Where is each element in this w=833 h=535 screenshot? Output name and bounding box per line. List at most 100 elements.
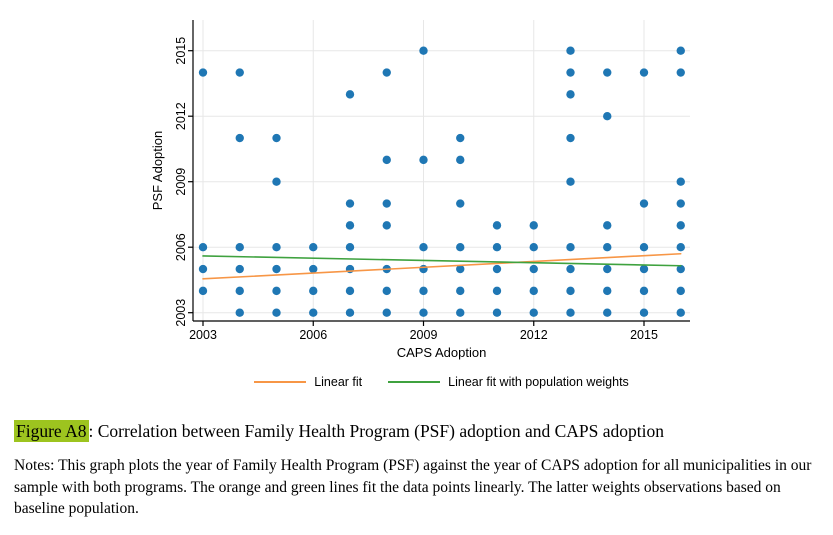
scatter-point [419,155,428,165]
scatter-point [419,243,428,252]
x-tick-label: 2012 [520,328,548,342]
x-tick-label: 2006 [299,328,327,342]
y-axis-label: PSF Adoption [150,131,165,211]
scatter-point [639,199,649,208]
scatter-point [272,243,281,252]
scatter-point [566,264,575,274]
scatter-point [603,221,612,230]
scatter-point [603,308,612,317]
scatter-point [566,286,575,296]
x-axis-label: CAPS Adoption [397,345,487,360]
scatter-point [529,286,538,296]
scatter-point [492,221,502,230]
scatter-point [309,308,318,317]
scatter-point [492,308,502,317]
figure-label-highlight: Figure A8 [14,420,89,442]
scatter-point [603,264,612,274]
scatter-point [456,243,465,252]
linear-fit-line [202,252,682,280]
y-tick-label: 2012 [174,102,188,130]
scatter-point [603,243,612,252]
scatter-point [529,264,538,274]
scatter-point [639,286,649,296]
x-tick-label: 2009 [410,328,438,342]
scatter-point [456,264,465,274]
scatter-point [566,177,575,186]
scatter-point [235,264,244,274]
scatter-point [419,46,428,55]
scatter-chart-canvas: 2003 2006 2009 2012 2015 2003 2006 2009 2012 2015… [150,20,690,360]
scatter-point [345,221,355,230]
y-tick-label: 2003 [174,299,188,327]
scatter-point [566,46,575,55]
scatter-point [345,199,355,208]
scatter-point [272,133,281,143]
scatter-point [566,243,575,252]
scatter-point [639,68,649,77]
scatter-point [603,112,612,121]
scatter-point [492,264,502,274]
legend-item-weighted-fit: Linear fit with population weights [388,375,629,389]
scatter-point [419,308,428,317]
scatter-point [603,68,612,77]
scatter-point [456,155,465,165]
scatter-point [676,221,685,230]
scatter-point [566,68,575,77]
scatter-point [456,308,465,317]
scatter-point [382,155,391,165]
scatter-point [272,177,281,186]
scatter-point [345,243,355,252]
scatter-point [456,133,465,143]
scatter-point [272,308,281,317]
scatter-point [198,264,208,274]
scatter-point [566,133,575,143]
scatter-point [198,243,208,252]
scatter-chart-figure: 2003 2006 2009 2012 2015 2003 2006 2009 2012 2015… [150,20,690,389]
scatter-point [676,243,685,252]
scatter-point [382,199,391,208]
scatter-point [456,286,465,296]
scatter-point [309,243,318,252]
scatter-point [309,264,318,274]
weighted-fit-line [202,255,682,267]
scatter-point [456,199,465,208]
scatter-point [566,308,575,317]
scatter-point [603,286,612,296]
y-tick-label: 2009 [174,168,188,196]
scatter-point [235,308,244,317]
figure-notes: Notes: This graph plots the year of Fami… [14,457,812,517]
scatter-point [676,46,685,55]
y-tick-label: 2015 [174,37,188,65]
green-line-swatch [388,381,441,383]
scatter-point [639,264,649,274]
scatter-point [492,243,502,252]
scatter-point [529,308,538,317]
scatter-point [529,221,538,230]
scatter-point [419,264,428,274]
scatter-point [676,308,685,317]
legend-label-weighted-fit: Linear fit with population weights [448,375,629,389]
scatter-point [345,90,355,99]
scatter-point [566,90,575,99]
scatter-point [272,264,281,274]
scatter-point [235,133,244,143]
scatter-point [529,243,538,252]
scatter-point [309,286,318,296]
x-tick-label: 2003 [189,328,217,342]
scatter-point [235,243,244,252]
legend-label-linear-fit: Linear fit [314,375,363,389]
scatter-point [639,308,649,317]
scatter-point [235,286,244,296]
orange-line-swatch [254,381,307,383]
scatter-point [382,68,391,77]
scatter-point [419,286,428,296]
scatter-point [676,286,685,296]
scatter-point [676,264,685,274]
scatter-point [235,68,244,77]
scatter-point [382,286,391,296]
scatter-point [492,286,502,296]
scatter-point [198,68,208,77]
caption-text: : Correlation between Family Health Prog… [88,421,665,441]
scatter-point [272,286,281,296]
